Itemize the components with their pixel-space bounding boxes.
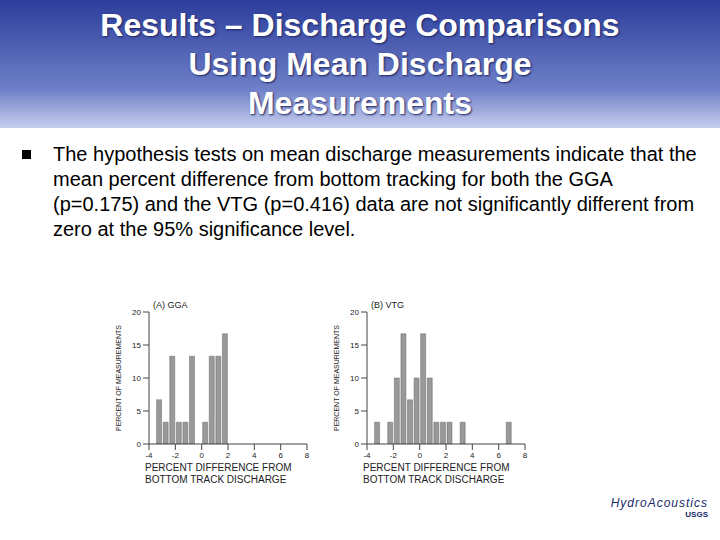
svg-text:6: 6 — [278, 451, 283, 460]
svg-text:0: 0 — [355, 440, 360, 449]
svg-text:PERCENT OF MEASUREMENTS: PERCENT OF MEASUREMENTS — [115, 325, 122, 431]
svg-text:0: 0 — [417, 451, 422, 460]
svg-text:-2: -2 — [172, 451, 180, 460]
svg-text:5: 5 — [355, 407, 360, 416]
svg-text:15: 15 — [350, 341, 359, 350]
html-text:The hypothesis tests on mean d: The hypothesis tests on mean discharge m… — [53, 143, 697, 240]
html-text:(A) GGA: (A) GGA — [153, 300, 188, 310]
svg-text:4: 4 — [470, 451, 475, 460]
html-text:HydroAcoustics: HydroAcoustics — [610, 496, 708, 510]
svg-text:6: 6 — [496, 451, 501, 460]
svg-text:8: 8 — [523, 451, 528, 460]
svg-text:0: 0 — [137, 440, 142, 449]
svg-text:-4: -4 — [145, 451, 153, 460]
svg-text:-4: -4 — [363, 451, 371, 460]
html-text:PERCENT DIFFERENCE FROM BOTTOM: PERCENT DIFFERENCE FROM BOTTOM TRACK DIS… — [363, 462, 510, 485]
svg-text:2: 2 — [444, 451, 449, 460]
svg-text:20: 20 — [350, 308, 359, 317]
svg-text:20: 20 — [132, 308, 141, 317]
svg-text:8: 8 — [305, 451, 310, 460]
svg-text:10: 10 — [132, 374, 141, 383]
html-text:(B) VTG: (B) VTG — [371, 300, 404, 310]
html-text:Results – Discharge Comparison: Results – Discharge Comparisons Using Me… — [100, 6, 620, 121]
html-text:USGS: USGS — [685, 510, 708, 519]
svg-text:10: 10 — [350, 374, 359, 383]
svg-text:PERCENT OF MEASUREMENTS: PERCENT OF MEASUREMENTS — [333, 325, 340, 431]
svg-text:2: 2 — [226, 451, 231, 460]
svg-text:15: 15 — [132, 341, 141, 350]
svg-text:-2: -2 — [390, 451, 398, 460]
svg-text:0: 0 — [199, 451, 204, 460]
html-text:PERCENT DIFFERENCE FROM BOTTOM: PERCENT DIFFERENCE FROM BOTTOM TRACK DIS… — [145, 462, 292, 485]
svg-text:4: 4 — [252, 451, 257, 460]
svg-text:5: 5 — [137, 407, 142, 416]
